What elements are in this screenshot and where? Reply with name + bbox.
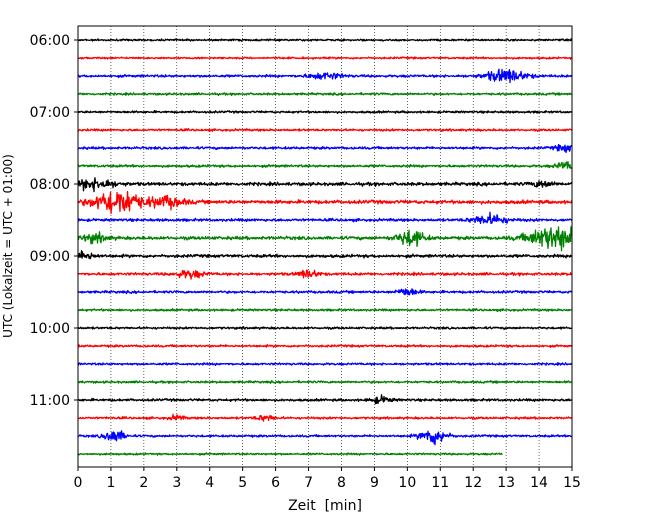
trace-1130 xyxy=(77,430,573,446)
y-tick-label-1100: 11:00 xyxy=(30,393,70,409)
x-tick-label-9: 9 xyxy=(370,475,379,491)
y-axis-label: UTC (Lokalzeit = UTC + 01:00) xyxy=(1,154,15,338)
trace-0600 xyxy=(77,38,573,42)
x-tick-label-10: 10 xyxy=(398,475,416,491)
trace-1015 xyxy=(77,343,573,349)
x-tick-label-8: 8 xyxy=(337,475,346,491)
x-tick-label-11: 11 xyxy=(431,475,449,491)
trace-1145 xyxy=(77,452,503,456)
trace-0815 xyxy=(77,190,573,215)
trace-0615 xyxy=(77,56,573,60)
trace-0715 xyxy=(77,128,573,133)
y-tick-label-0900: 09:00 xyxy=(30,249,70,265)
trace-1000 xyxy=(77,326,573,331)
y-tick-label-1000: 10:00 xyxy=(30,321,70,337)
trace-0745 xyxy=(77,161,573,169)
y-tick-label-0600: 06:00 xyxy=(30,33,70,49)
trace-0830 xyxy=(77,211,573,225)
x-axis-label: Zeit [min] xyxy=(288,498,362,514)
x-tick-label-3: 3 xyxy=(172,475,181,491)
trace-1030 xyxy=(77,361,573,367)
y-tick-label-0700: 07:00 xyxy=(30,105,70,121)
x-tick-label-1: 1 xyxy=(106,475,115,491)
x-tick-label-15: 15 xyxy=(563,475,581,491)
trace-0915 xyxy=(77,269,573,280)
x-tick-label-5: 5 xyxy=(238,475,247,491)
trace-0800 xyxy=(77,177,573,193)
y-tick-label-0800: 08:00 xyxy=(30,177,70,193)
x-tick-label-12: 12 xyxy=(464,475,482,491)
trace-0845 xyxy=(77,226,573,252)
x-tick-label-4: 4 xyxy=(205,475,214,491)
x-tick-label-2: 2 xyxy=(139,475,148,491)
seismic-traces xyxy=(77,38,573,456)
trace-1045 xyxy=(77,380,573,385)
trace-0900 xyxy=(77,250,573,260)
trace-0930 xyxy=(77,288,573,296)
trace-0945 xyxy=(77,308,573,313)
x-axis-ticks: 0 1 2 3 4 5 6 7 8 9 10 11 12 13 14 15 xyxy=(74,467,581,491)
trace-0645 xyxy=(77,91,573,97)
trace-1100 xyxy=(77,394,573,405)
plot-frame xyxy=(77,25,573,468)
x-tick-label-7: 7 xyxy=(304,475,313,491)
trace-0630 xyxy=(77,68,573,84)
x-tick-label-6: 6 xyxy=(271,475,280,491)
trace-0700 xyxy=(77,109,573,115)
trace-0730 xyxy=(77,144,573,154)
x-tick-label-13: 13 xyxy=(497,475,515,491)
x-tick-label-0: 0 xyxy=(74,475,83,491)
x-tick-label-14: 14 xyxy=(530,475,548,491)
trace-1115 xyxy=(77,413,573,422)
y-axis-ticks: 06:00 07:00 08:00 09:00 10:00 11:00 xyxy=(30,33,78,409)
